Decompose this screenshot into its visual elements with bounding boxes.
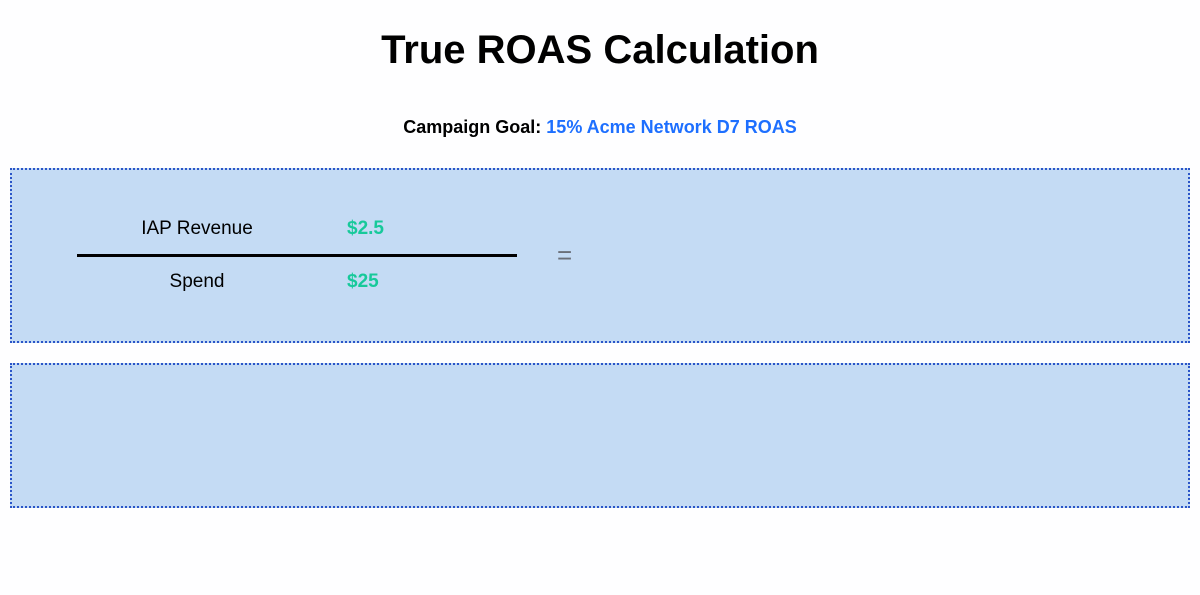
- campaign-goal-line: Campaign Goal: 15% Acme Network D7 ROAS: [10, 117, 1190, 138]
- denominator-value: $25: [317, 271, 517, 293]
- numerator-value: $2.5: [317, 218, 517, 240]
- campaign-goal-prefix: Campaign Goal:: [403, 117, 546, 137]
- empty-panel: [10, 363, 1190, 508]
- formula-fraction-area: IAP Revenue $2.5 Spend $25 =: [12, 206, 569, 305]
- page-title: True ROAS Calculation: [10, 28, 1190, 73]
- numerator-label: IAP Revenue: [77, 218, 317, 240]
- denominator-row: Spend $25: [77, 259, 517, 305]
- campaign-goal-value: 15% Acme Network D7 ROAS: [546, 117, 796, 137]
- formula-panel: IAP Revenue $2.5 Spend $25 =: [10, 168, 1190, 343]
- fraction-bar: [77, 254, 517, 257]
- equals-sign: =: [557, 240, 569, 271]
- denominator-label: Spend: [77, 271, 317, 293]
- numerator-row: IAP Revenue $2.5: [77, 206, 517, 252]
- fraction: IAP Revenue $2.5 Spend $25: [77, 206, 517, 305]
